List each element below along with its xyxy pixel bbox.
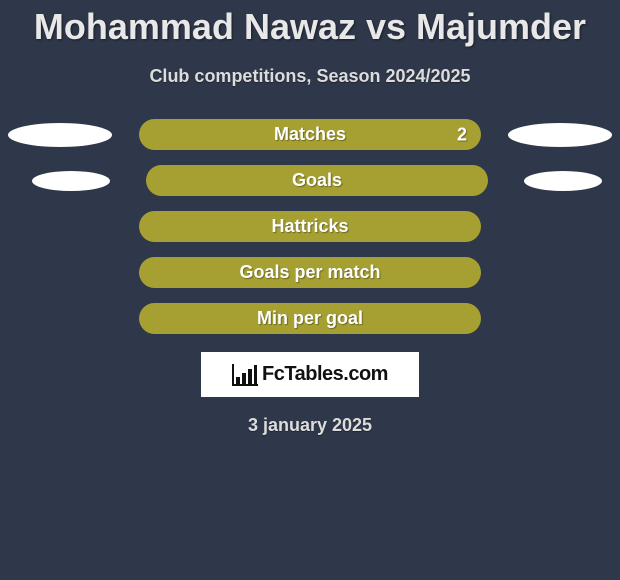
stat-label: Hattricks [271, 216, 348, 237]
left-value-knob [8, 123, 112, 147]
comparison-chart: Matches 2 Goals Hattricks Goals per matc… [0, 119, 620, 334]
logo-text: FcTables.com [262, 363, 388, 386]
left-value-knob [32, 171, 110, 191]
stat-label: Matches [274, 124, 346, 145]
source-logo: FcTables.com [201, 352, 419, 397]
bar-chart-icon [232, 364, 258, 386]
chart-row: Goals [0, 165, 620, 196]
chart-row: Goals per match [0, 257, 620, 288]
stat-bar-goals: Goals [146, 165, 488, 196]
page-subtitle: Club competitions, Season 2024/2025 [0, 66, 620, 87]
stat-label: Goals [292, 170, 342, 191]
stat-bar-goals-per-match: Goals per match [139, 257, 481, 288]
stat-bar-hattricks: Hattricks [139, 211, 481, 242]
right-value-knob [508, 123, 612, 147]
right-value-knob [524, 171, 602, 191]
stat-bar-matches: Matches 2 [139, 119, 481, 150]
stat-bar-min-per-goal: Min per goal [139, 303, 481, 334]
stat-label: Goals per match [239, 262, 380, 283]
chart-row: Hattricks [0, 211, 620, 242]
stat-label: Min per goal [257, 308, 363, 329]
chart-row: Matches 2 [0, 119, 620, 150]
page-title: Mohammad Nawaz vs Majumder [0, 0, 620, 48]
chart-row: Min per goal [0, 303, 620, 334]
report-date: 3 january 2025 [0, 415, 620, 436]
stat-value-right: 2 [457, 124, 467, 145]
